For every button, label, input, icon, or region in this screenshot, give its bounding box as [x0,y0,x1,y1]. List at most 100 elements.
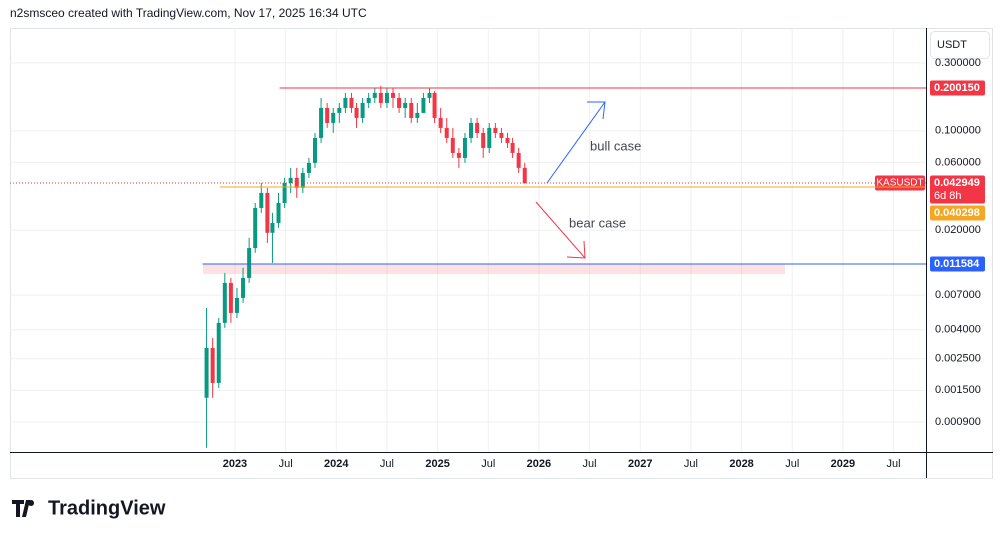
candle-body [391,92,396,98]
candle-body [505,137,510,143]
logo [12,500,35,517]
candle-body [438,117,443,128]
candle-body [253,207,258,249]
x-tick-label: Jul [380,458,394,470]
bear-arrow [535,201,586,259]
candle-body [210,347,215,383]
candle-body [337,107,342,113]
candle-body [234,297,239,313]
candle-body [487,127,492,148]
candle-body [462,137,467,158]
candle-body [481,132,486,148]
candle-body [312,137,317,163]
zone [203,264,785,274]
candle-body [343,97,348,108]
x-tick-label: 2024 [324,458,349,470]
candle-body [499,132,504,138]
candle-body [450,137,455,153]
y-tick-label: 0.001500 [935,384,981,396]
candle-body [403,102,408,108]
candle-body [469,122,474,138]
x-tick-label: 2023 [223,458,247,470]
x-tick-label: 2025 [425,458,449,470]
candle-body [300,172,305,188]
annotation: bear case [569,215,626,230]
x-tick-label: Jul [583,458,597,470]
annotation: bull case [590,138,641,153]
candle-body [444,127,449,138]
candle-body [360,102,365,118]
y-tick-label: 0.004000 [935,324,981,336]
x-tick-label: 2027 [628,458,652,470]
candle-body [325,107,330,123]
price-label-box [930,256,985,272]
price-label: 0.042949 [934,177,980,189]
y-tick-label: 0.300000 [935,57,981,69]
y-tick-label: 0.000900 [935,416,981,428]
candle-body [204,347,209,398]
candle-body [421,97,426,113]
candle-body [216,322,221,383]
candle-body [319,107,324,138]
y-tick-label: 0.100000 [935,125,981,137]
candle-body [384,92,389,103]
candle-body [427,92,432,98]
y-tick-label: 0.020000 [935,224,981,236]
y-tick-label: 0.002500 [935,353,981,365]
price-label-box [930,175,985,204]
candle-body [475,122,480,133]
candle-body [366,97,371,103]
price-label-box [930,80,985,96]
y-tick-label: 0.007000 [935,289,981,301]
candle-body [456,152,461,158]
x-tick-label: Jul [684,458,698,470]
price-label: 0.200150 [934,82,980,94]
candle-body [397,97,402,108]
candle-body [241,277,246,298]
x-tick-label: 2029 [831,458,855,470]
y-tick-label: 0.060000 [935,156,981,168]
candle-body [288,177,293,183]
countdown: 6d 8h [934,190,962,202]
x-tick-label: Jul [785,458,799,470]
price-label-box [930,205,985,221]
candle-body [276,202,281,223]
candle-body [493,127,498,133]
x-tick-label: Jul [887,458,901,470]
x-tick-label: 2026 [527,458,551,470]
header: n2smsceo created with TradingView.com, N… [10,6,367,20]
unit: USDT [937,39,967,51]
brand: TradingView [48,497,166,519]
candle-body [354,107,359,118]
candle-body [409,102,414,118]
candle-body [349,97,354,108]
price-label: 0.040298 [934,207,980,219]
candle-body [282,182,287,203]
symbol-label: KASUSDT [876,178,923,189]
candle-body [265,192,270,233]
candle-body [331,112,336,123]
candle-body [294,177,299,188]
candle-body [222,282,227,323]
candle-body [378,92,383,103]
candle-body [372,92,377,98]
candle-body [247,248,252,278]
candle-body [522,167,527,184]
x-tick-label: Jul [481,458,495,470]
x-tick-label: 2028 [729,458,753,470]
bull-arrow [546,101,606,184]
candle-body [415,112,420,118]
x-tick-label: Jul [279,458,293,470]
candle-body [270,222,275,233]
candle-body [228,282,233,313]
candle-body [259,192,264,208]
candle-body [516,152,521,168]
frame [10,28,993,479]
candle-body [432,92,437,118]
candle-body [306,162,311,173]
unit-box[interactable] [930,31,990,59]
candle-body [510,142,515,153]
price-label: 0.011584 [934,258,980,270]
